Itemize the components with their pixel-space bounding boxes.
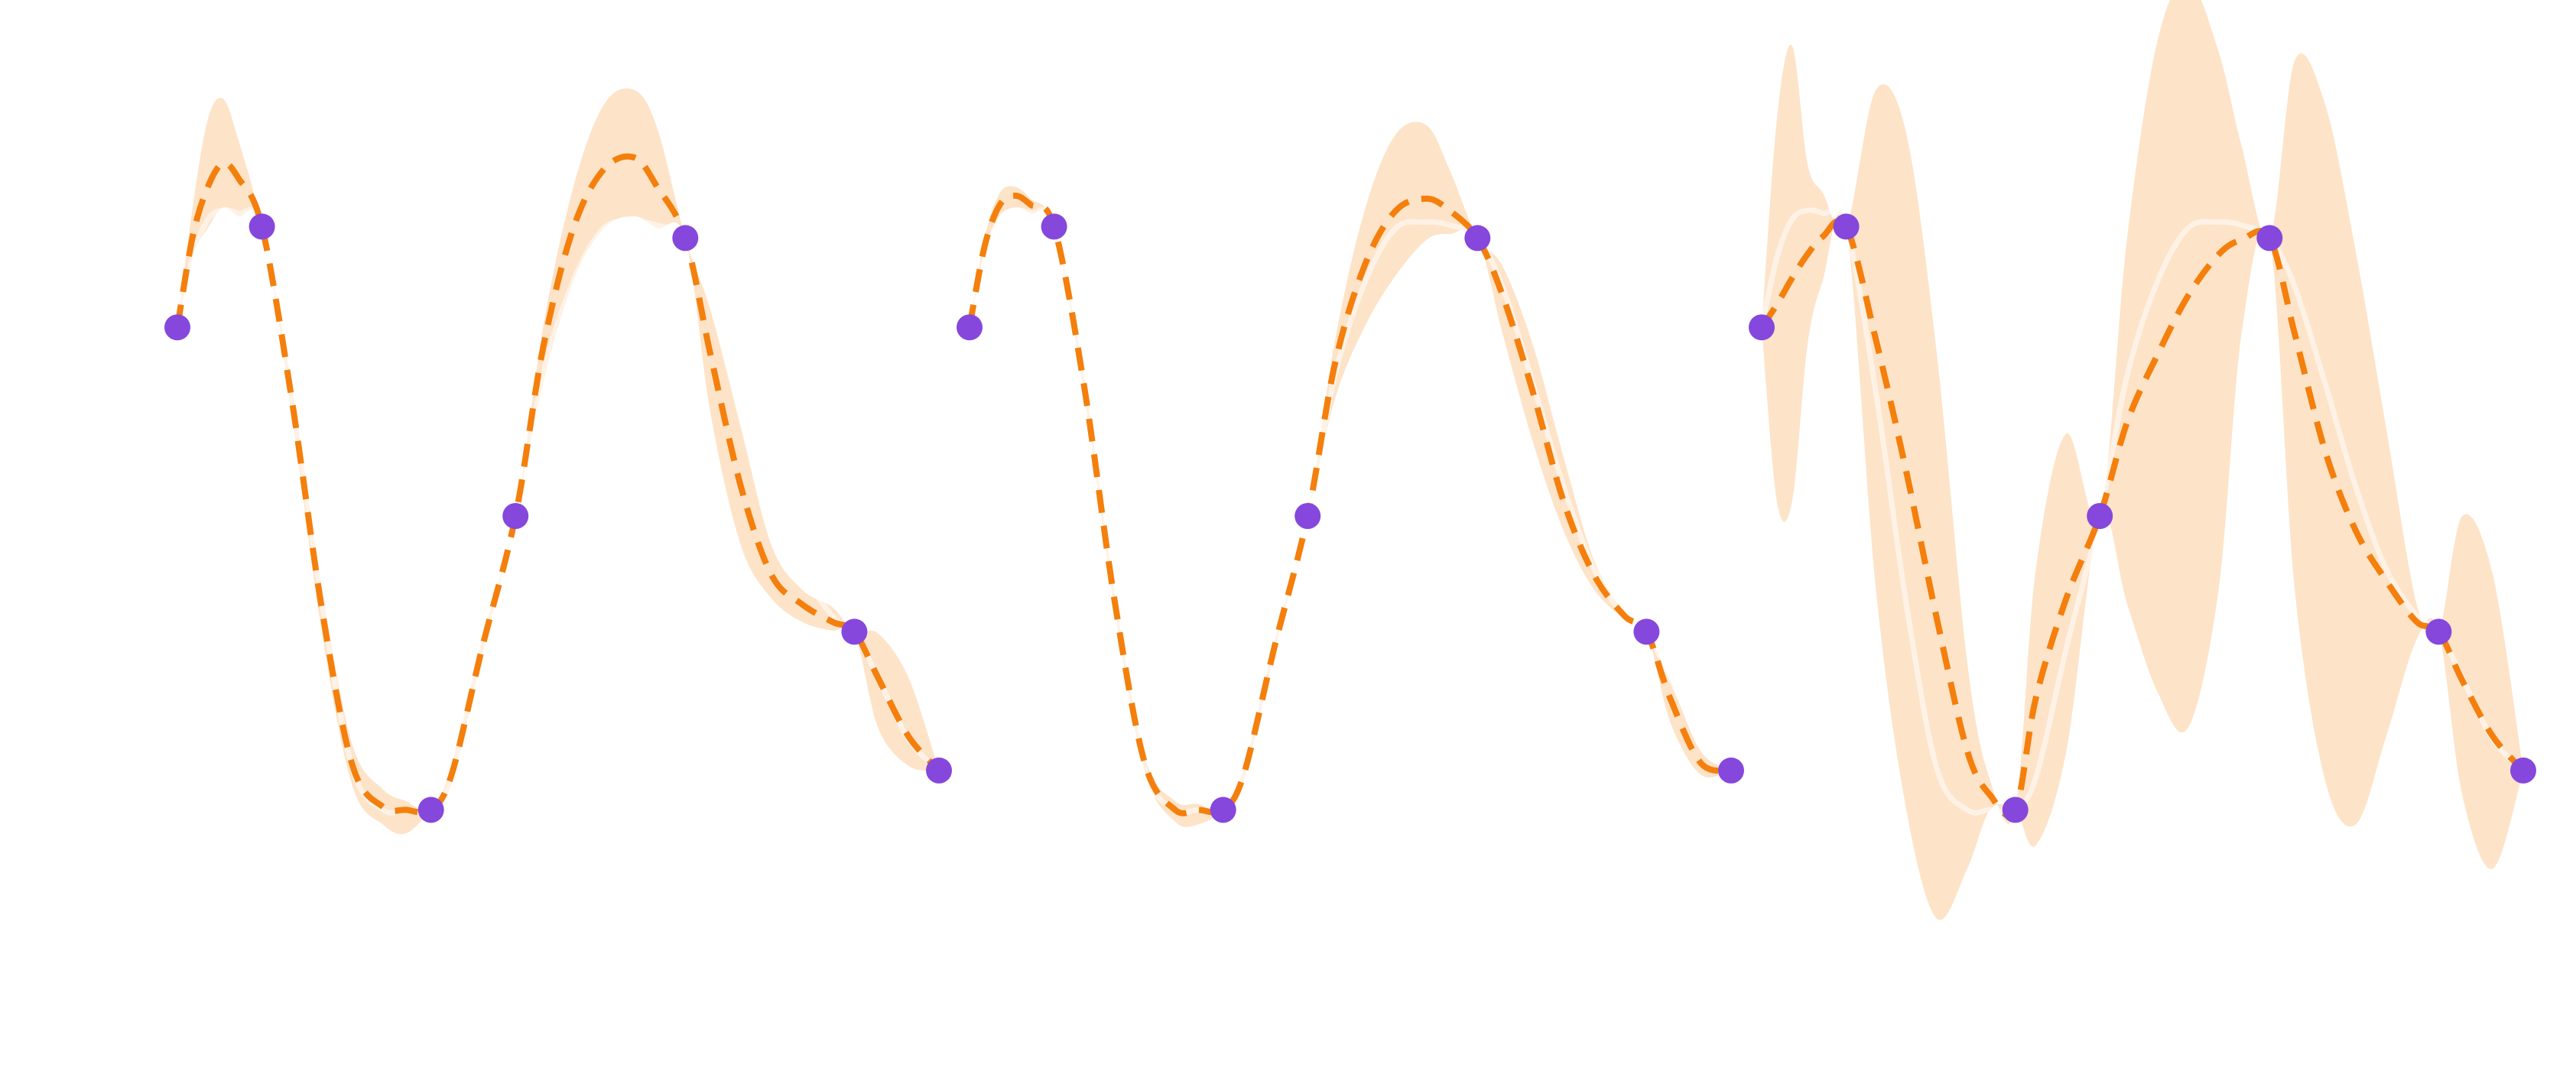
observation-point [2002, 797, 2029, 823]
observation-point [1833, 213, 1860, 240]
observation-point [1718, 757, 1744, 784]
gp-panel-2 [957, 122, 1744, 827]
observation-point [417, 797, 444, 823]
observation-point [1749, 314, 1775, 341]
observation-point [1464, 225, 1491, 252]
confidence-band [970, 122, 1731, 827]
observation-point [164, 314, 190, 341]
observation-point [2510, 757, 2536, 784]
observation-point [1210, 797, 1236, 823]
observation-point [957, 314, 983, 341]
predictive-mean-line [1759, 217, 2526, 819]
gp-panel-3 [1749, 0, 2536, 920]
observation-point [1294, 503, 1321, 529]
observation-point [249, 213, 275, 240]
observation-point [2256, 225, 2283, 252]
confidence-band [177, 88, 939, 835]
confidence-band [1762, 0, 2523, 920]
observation-point [672, 225, 699, 252]
gp-panel-1 [164, 88, 952, 835]
observation-point [1633, 618, 1660, 645]
observation-point [926, 757, 952, 784]
observation-point [2087, 503, 2113, 529]
observation-point [502, 503, 529, 529]
observation-point [2425, 618, 2452, 645]
observation-point [841, 618, 868, 645]
observation-point [1041, 213, 1067, 240]
